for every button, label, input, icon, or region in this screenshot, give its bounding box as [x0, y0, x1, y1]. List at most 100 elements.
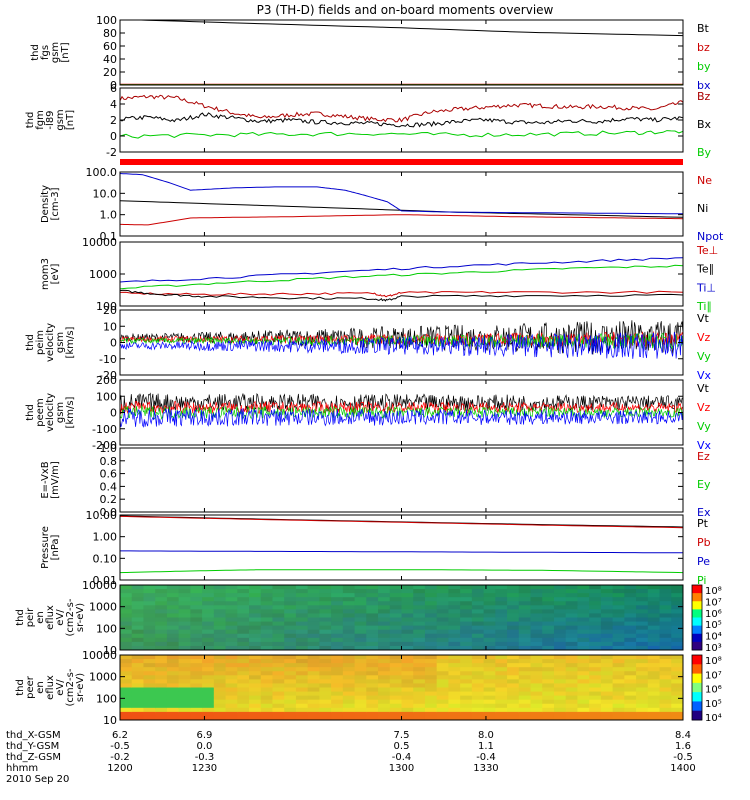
spectrogram-cell — [237, 633, 250, 639]
legend-entry: Vz — [697, 401, 711, 414]
spectrogram-cell — [190, 633, 203, 639]
spectrogram-cell — [542, 625, 555, 631]
spectrogram-cell — [155, 633, 168, 639]
spectrogram-cell — [448, 601, 461, 606]
spectrogram-cell — [307, 655, 320, 660]
spectrogram-cell — [272, 621, 285, 627]
spectrogram-cell — [237, 609, 250, 615]
spectrogram-cell — [284, 617, 297, 623]
spectrogram-cell — [436, 609, 450, 615]
spectrogram-cell — [671, 645, 683, 650]
spectrogram-cell — [659, 707, 672, 713]
spectrogram-cell — [518, 633, 532, 639]
spectrogram-cell — [659, 645, 672, 650]
legend-entry: Vy — [697, 420, 711, 433]
spectrogram-cell — [331, 593, 344, 598]
spectrogram-cell — [589, 637, 602, 643]
spectrogram-cell — [178, 617, 191, 623]
spectrogram-cell — [120, 625, 133, 631]
spectrogram-cell — [647, 589, 661, 594]
spectrogram-cell — [647, 625, 661, 631]
spectrogram-cell — [237, 641, 250, 647]
spectrogram-cell — [530, 609, 543, 615]
spectrogram-cell — [178, 613, 191, 619]
spectrogram-cell — [307, 699, 320, 705]
spectrogram-cell — [260, 593, 274, 598]
spectrogram-cell — [260, 655, 274, 660]
spectrogram-cell — [202, 703, 215, 709]
spectrogram-cell — [225, 621, 238, 627]
spectrogram-cell — [507, 609, 520, 615]
panel-frame — [119, 447, 684, 513]
spectrogram-cell — [530, 687, 543, 693]
spectrogram-cell — [295, 633, 309, 639]
spectrogram-cell — [518, 617, 532, 623]
spectrogram-cell — [120, 637, 133, 643]
spectrogram-cell — [319, 703, 332, 709]
spectrogram-cell — [589, 593, 602, 598]
legend-entry: Vx — [697, 439, 712, 452]
spectrogram-cell — [436, 691, 450, 697]
spectrogram-cell — [237, 613, 250, 619]
spectrogram-cell — [225, 683, 238, 689]
spectrogram-cell — [143, 625, 156, 631]
spectrogram-cell — [518, 655, 532, 660]
spectrogram-cell — [600, 601, 614, 606]
spectrogram-cell — [542, 663, 555, 668]
y-axis-label-line: [nT] — [60, 42, 71, 62]
spectrogram-cell — [413, 655, 426, 660]
spectrogram-cell — [366, 675, 379, 680]
spectrogram-cell — [436, 659, 450, 664]
spectrogram-cell — [354, 683, 367, 689]
spectrogram-cell — [249, 667, 262, 672]
spectrogram-cell — [647, 613, 661, 619]
spectrogram-cell — [483, 711, 496, 717]
spectrogram-cell — [213, 707, 227, 713]
spectrogram-cell — [577, 679, 590, 685]
spectrogram-cell — [436, 625, 450, 631]
spectrogram-cell — [131, 659, 145, 664]
spectrogram-cell — [155, 617, 168, 623]
spectrogram-cell — [249, 625, 262, 631]
colorbar-segment — [692, 664, 702, 675]
spectrogram-cell — [471, 629, 485, 635]
spectrogram-cell — [342, 711, 356, 717]
spectrogram-cell — [659, 625, 672, 631]
spectrogram-cell — [577, 585, 590, 590]
spectrogram-cell — [272, 667, 285, 672]
spectrogram-cell — [284, 629, 297, 635]
spectrogram-cell — [600, 667, 614, 672]
spectrogram-cell — [260, 679, 274, 685]
spectrogram-cell — [307, 621, 320, 627]
spectrogram-cell — [413, 617, 426, 623]
spectrogram-cell — [471, 601, 485, 606]
spectrogram-cell — [600, 593, 614, 598]
spectrogram-cell — [366, 691, 379, 697]
spectrogram-cell — [471, 645, 485, 650]
spectrogram-cell — [354, 585, 367, 590]
spectrogram-cell — [319, 637, 332, 643]
spectrogram-cell — [671, 687, 683, 693]
spectrogram-cell — [378, 687, 391, 693]
spectrogram-cell — [131, 621, 145, 627]
spectrogram-cell — [225, 679, 238, 685]
spectrogram-cell — [553, 641, 567, 647]
spectrogram-cell — [284, 597, 297, 602]
spectrogram-cell — [448, 625, 461, 631]
spectrogram-cell — [647, 711, 661, 717]
spectrogram-cell — [530, 621, 543, 627]
y-axis-label-line: sr-eV) — [75, 673, 86, 702]
spectrogram-cell — [424, 601, 438, 606]
spectrogram-cell — [178, 667, 191, 672]
spectrogram-cell — [542, 613, 555, 619]
x-tick-label: -0.3 — [195, 752, 215, 763]
spectrogram-cell — [495, 645, 508, 650]
spectrogram-cell — [413, 687, 426, 693]
spectrogram-cell — [366, 703, 379, 709]
series-Pe — [120, 550, 683, 554]
spectrogram-cell — [401, 609, 414, 615]
spectrogram-cell — [284, 655, 297, 660]
spectrogram-cell — [307, 609, 320, 615]
spectrogram-cell — [202, 691, 215, 697]
